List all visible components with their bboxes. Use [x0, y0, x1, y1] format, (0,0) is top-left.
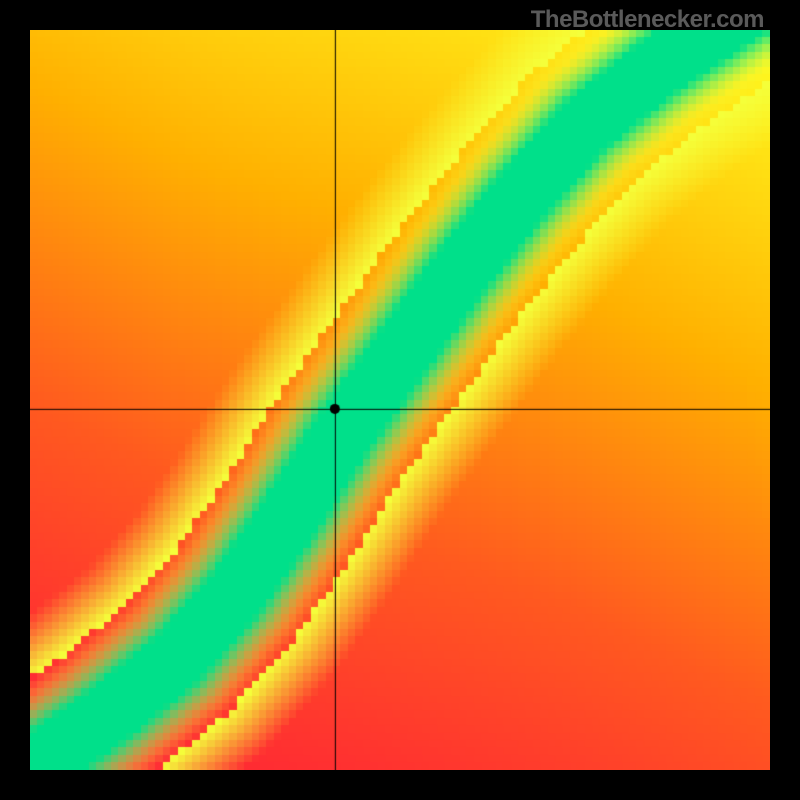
bottleneck-heatmap	[30, 30, 770, 770]
chart-container: TheBottlenecker.com	[0, 0, 800, 800]
watermark-text: TheBottlenecker.com	[531, 6, 764, 34]
